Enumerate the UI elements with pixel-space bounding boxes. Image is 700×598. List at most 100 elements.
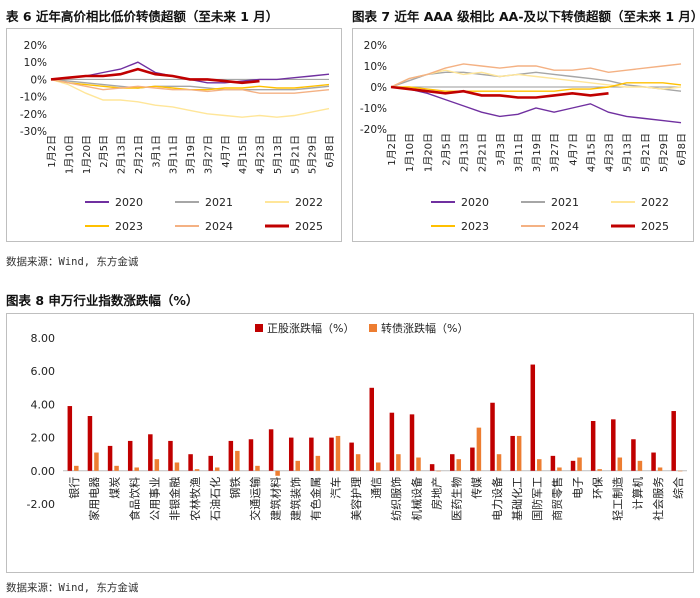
x-tick-label: 5月13日	[622, 133, 634, 172]
legend-label: 2023	[115, 220, 143, 233]
bar-stock-公用事业	[148, 434, 153, 471]
x-tick-label: 2月13日	[459, 133, 471, 172]
y-tick-label: 6.00	[31, 365, 56, 378]
bar-stock-食品饮料	[127, 440, 133, 471]
y-tick-label: 0%	[370, 82, 387, 94]
series-line-2024	[50, 78, 330, 94]
x-tick-label: 5月29日	[307, 135, 319, 174]
x-category-label: 房地产	[429, 477, 443, 510]
bar-stock-传媒	[470, 447, 475, 471]
x-category-label: 基础化工	[510, 477, 524, 521]
fig6-caption: 表 6 近年高价相比低价转债超额（至未来 1 月）	[6, 9, 279, 24]
x-tick-label: 3月27日	[202, 135, 214, 174]
bar-stock-社会服务	[651, 452, 656, 471]
y-tick-label: 0%	[30, 74, 47, 86]
series-line-2021	[50, 78, 330, 91]
bar-stock-美容护理	[349, 442, 354, 471]
legend-label: 正股涨跌幅（%）	[267, 321, 354, 335]
bar-cb-环保	[597, 469, 602, 471]
legend-label: 2022	[295, 196, 323, 209]
x-category-label: 汽车	[329, 477, 343, 499]
x-tick-label: 4月7日	[567, 133, 579, 166]
x-category-label: 公用事业	[149, 477, 162, 521]
x-tick-label: 3月11日	[168, 135, 180, 174]
y-tick-label: 8.00	[31, 332, 56, 345]
legend-label: 2024	[205, 220, 233, 233]
y-tick-label: -2.00	[27, 498, 55, 511]
x-tick-label: 3月3日	[495, 133, 507, 166]
x-category-label: 美容护理	[349, 477, 363, 521]
bar-cb-家用电器	[94, 452, 99, 471]
y-tick-label: -10%	[360, 103, 387, 115]
x-tick-label: 5月13日	[272, 135, 284, 174]
series-line-2025	[50, 67, 260, 85]
x-category-label: 综合	[671, 477, 685, 499]
legend-label: 2023	[461, 220, 489, 233]
bar-stock-有色金属	[309, 437, 314, 471]
source-note-1: 数据来源：Wind, 东方金诚	[6, 256, 139, 268]
x-tick-label: 3月11日	[513, 133, 525, 172]
x-tick-label: 2月21日	[133, 135, 145, 174]
bar-stock-轻工制造	[611, 419, 616, 471]
y-tick-label: -20%	[20, 109, 47, 121]
legend-label: 2025	[641, 220, 669, 233]
fig7-caption: 图表 7 近年 AAA 级相比 AA-及以下转债超额（至未来 1 月）	[352, 9, 700, 24]
bar-cb-美容护理	[355, 454, 361, 471]
bar-stock-纺织服饰	[389, 412, 395, 471]
bar-stock-煤炭	[107, 445, 113, 471]
y-tick-label: -30%	[20, 126, 47, 138]
x-tick-label: 2月13日	[116, 135, 128, 174]
fig8-caption: 图表 8 申万行业指数涨跌幅（%）	[6, 293, 199, 308]
bar-stock-电子	[570, 460, 576, 471]
x-tick-label: 3月27日	[549, 133, 561, 172]
bar-cb-非银金融	[174, 462, 180, 471]
bar-stock-房地产	[429, 464, 435, 471]
legend-label: 2021	[551, 196, 579, 209]
x-tick-label: 5月21日	[289, 135, 301, 174]
bar-cb-房地产	[436, 470, 441, 472]
bar-cb-传媒	[476, 427, 482, 471]
y-tick-label: -20%	[360, 124, 387, 136]
bar-stock-家用电器	[87, 416, 93, 471]
bar-stock-基础化工	[510, 435, 515, 471]
x-category-label: 石油石化	[208, 477, 222, 521]
bar-cb-计算机	[637, 460, 643, 471]
x-tick-label: 4月23日	[255, 135, 267, 174]
bar-cb-国防军工	[537, 459, 542, 471]
series-line-2020	[390, 86, 682, 124]
bar-cb-有色金属	[315, 455, 321, 471]
bar-stock-医药生物	[450, 454, 455, 471]
bar-stock-石油石化	[208, 455, 213, 471]
x-category-label: 建筑材料	[268, 477, 282, 521]
x-tick-label: 5月21日	[640, 133, 652, 172]
bar-stock-非银金融	[168, 440, 173, 471]
x-tick-label: 4月23日	[604, 133, 616, 172]
bar-stock-电力设备	[490, 402, 495, 471]
x-category-label: 纺织服饰	[389, 477, 403, 521]
legend-swatch	[255, 324, 263, 332]
legend-label: 转债涨跌幅（%）	[381, 321, 468, 335]
x-tick-label: 4月7日	[220, 135, 232, 168]
y-tick-label: 10%	[24, 57, 47, 69]
x-category-label: 环保	[590, 477, 604, 499]
bar-cb-基础化工	[516, 435, 522, 471]
bar-cb-纺织服饰	[396, 454, 401, 471]
bar-stock-环保	[590, 421, 596, 471]
bar-stock-国防军工	[530, 364, 536, 471]
bar-stock-建筑材料	[268, 429, 274, 471]
bar-stock-建筑装饰	[288, 437, 294, 471]
legend-label: 2022	[641, 196, 669, 209]
x-category-label: 电力设备	[490, 477, 504, 521]
x-tick-label: 6月8日	[324, 135, 336, 168]
chart3-svg: 8.00 6.00 4.00 2.00 0.00 -2.00 正股涨跌幅（%） 转债涨跌幅（%…	[27, 321, 687, 521]
bar-cb-商贸零售	[557, 467, 562, 471]
x-category-label: 有色金属	[309, 477, 323, 521]
x-tick-label: 5月29日	[658, 133, 670, 172]
chart2-panel: 20% 10% 0% -10% -20% 1月2日 1月10日 1月20日 2月5日 2月13日 2…	[352, 28, 694, 242]
x-tick-label: 4月15日	[585, 133, 597, 172]
x-tick-label: 3月19日	[185, 135, 197, 174]
y-tick-label: 20%	[364, 40, 387, 52]
x-category-label: 交通运输	[248, 477, 262, 521]
bar-cb-银行	[74, 465, 79, 471]
x-category-label: 传媒	[471, 477, 484, 499]
